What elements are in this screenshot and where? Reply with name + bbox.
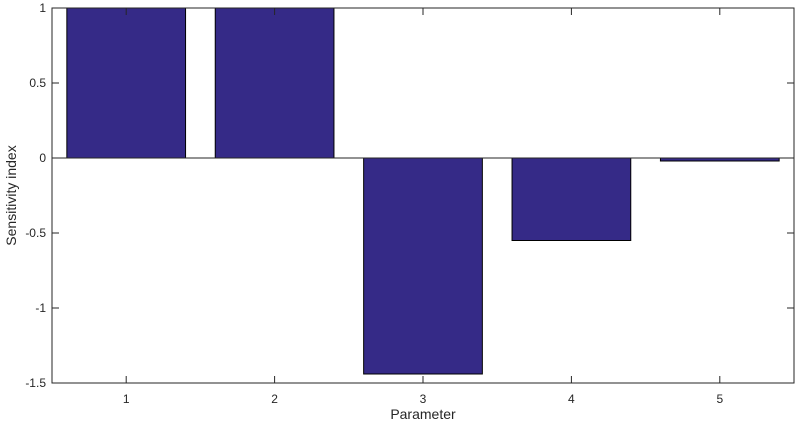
- x-tick-label: 2: [271, 392, 278, 406]
- x-tick-label: 5: [716, 392, 723, 406]
- y-tick-label: 0: [39, 151, 46, 165]
- bar-1: [66, 7, 187, 159]
- bars-group: [66, 7, 780, 375]
- y-tick-label: 0.5: [29, 76, 46, 90]
- x-axis-label: Parameter: [390, 406, 456, 422]
- y-tick-label: -1: [35, 301, 46, 315]
- y-tick-label: 1: [39, 1, 46, 15]
- bar-3: [363, 157, 483, 375]
- bar-2: [214, 7, 335, 159]
- x-tick-label: 3: [420, 392, 427, 406]
- y-axis-label: Sensitivity index: [3, 145, 19, 245]
- y-axis-ticks: 1 0.5 0 -0.5 -1 -1.5: [25, 1, 794, 390]
- bar-4: [511, 157, 632, 241]
- x-axis-ticks: 1 2 3 4 5: [123, 8, 723, 406]
- x-tick-label: 1: [123, 392, 130, 406]
- y-tick-label: -1.5: [25, 376, 46, 390]
- y-tick-label: -0.5: [25, 226, 46, 240]
- x-tick-label: 4: [568, 392, 575, 406]
